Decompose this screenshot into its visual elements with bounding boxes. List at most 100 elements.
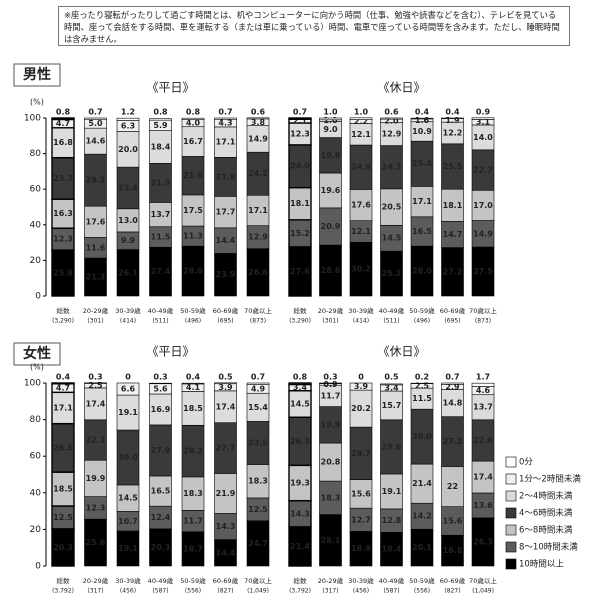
data-label: 18.4 <box>382 545 402 554</box>
data-label: 0.7 <box>218 108 232 117</box>
data-label: 2.5 <box>415 381 430 390</box>
data-label: 12.7 <box>351 515 371 524</box>
data-label: 0.6 <box>251 108 266 117</box>
x-tick-count: (317) <box>322 588 338 595</box>
data-label: 20.8 <box>321 458 341 467</box>
data-label: 26.3 <box>290 437 310 446</box>
y-tick-label: 80 <box>30 415 42 425</box>
data-label: 21.6 <box>183 171 203 180</box>
legend-swatch <box>505 456 517 468</box>
data-label: 28.2 <box>183 447 203 456</box>
data-label: 3.4 <box>293 383 308 392</box>
y-tick-label: 80 <box>30 149 42 159</box>
data-label: 17.6 <box>86 217 106 226</box>
data-label: 27.5 <box>473 267 493 276</box>
data-label: 18.1 <box>290 199 310 208</box>
data-label: 0.8 <box>186 108 201 117</box>
data-label: 12.8 <box>382 516 402 525</box>
data-label: 6.3 <box>121 121 135 130</box>
data-label: 1.6 <box>415 116 430 125</box>
data-label: 5.6 <box>153 384 168 393</box>
x-tick-label: 70歳以上 <box>469 306 497 315</box>
data-label: 21.9 <box>151 178 171 187</box>
data-label: 18.4 <box>151 143 171 152</box>
data-label: 2.9 <box>445 382 460 391</box>
bar-segment <box>410 117 434 120</box>
data-label: 0.3 <box>153 373 167 382</box>
data-label: 12.3 <box>86 503 106 512</box>
data-label: 17.5 <box>183 206 203 215</box>
data-label: 27.4 <box>151 267 171 276</box>
data-label: 5.9 <box>153 121 168 130</box>
x-tick-count: (456) <box>120 588 136 595</box>
data-label: 13.0 <box>118 216 138 225</box>
data-label: 4.7 <box>56 384 70 393</box>
bar-segment <box>349 117 373 120</box>
x-tick-count: (414) <box>353 318 369 325</box>
x-tick-count: (414) <box>120 318 136 325</box>
y-tick-label: 20 <box>30 256 42 266</box>
data-label: 0.4 <box>186 373 201 382</box>
data-label: 25.4 <box>412 159 432 168</box>
x-tick-count: (587) <box>383 588 399 595</box>
bar-segment <box>149 118 172 121</box>
x-tick-label: 60-69歳 <box>440 576 466 585</box>
data-label: 20.5 <box>382 203 402 212</box>
data-label: 0.5 <box>218 373 233 382</box>
data-label: 14.5 <box>118 494 138 503</box>
x-tick-label: 総数 <box>294 306 308 315</box>
legend-label: 2～4時間未満 <box>519 491 573 502</box>
x-tick-count: (3,290) <box>289 318 311 325</box>
x-tick-count: (301) <box>87 318 103 325</box>
data-label: 18.3 <box>183 489 203 498</box>
data-label: 19.1 <box>118 408 138 417</box>
bar-segment <box>471 117 495 120</box>
data-label: 18.5 <box>183 404 203 413</box>
data-label: 25.6 <box>86 538 106 547</box>
bar-segment <box>51 382 75 385</box>
legend-swatch <box>505 558 517 570</box>
data-label: 0.3 <box>323 373 337 382</box>
data-label: 12.9 <box>248 233 268 242</box>
data-label: 1.2 <box>121 108 135 117</box>
data-label: 16.9 <box>151 405 171 414</box>
data-label: 21.9 <box>216 172 236 181</box>
data-label: 14.0 <box>473 133 493 142</box>
bar-segment <box>471 382 495 387</box>
data-label: 12.3 <box>290 129 310 138</box>
data-label: 12.9 <box>382 130 402 139</box>
data-label: 1.0 <box>354 108 369 117</box>
panel-title: 男性 <box>23 66 51 83</box>
y-tick-label: 100 <box>24 379 41 389</box>
bar-segment <box>181 382 205 385</box>
x-tick-label: 50-59歳 <box>409 576 435 585</box>
data-label: 1.0 <box>323 108 338 117</box>
data-label: 17.1 <box>53 403 73 412</box>
x-tick-label: 総数 <box>57 576 71 585</box>
x-tick-label: 30-39歳 <box>348 306 374 315</box>
bar-segment <box>181 117 205 120</box>
bar-segment <box>214 382 237 385</box>
y-axis-label: (%) <box>30 98 44 107</box>
data-label: 4.3 <box>218 119 232 128</box>
data-label: 23.5 <box>248 438 268 447</box>
data-label: 0 <box>358 373 364 382</box>
data-label: 15.7 <box>382 401 402 410</box>
data-label: 19.9 <box>321 420 341 429</box>
data-label: 12.1 <box>351 130 371 139</box>
data-label: 26.6 <box>248 268 268 277</box>
data-label: 18.9 <box>351 544 371 553</box>
data-label: 3.8 <box>251 118 266 127</box>
data-label: 30.2 <box>351 265 371 274</box>
data-label: 14.5 <box>382 234 402 243</box>
y-tick-label: 40 <box>30 488 42 498</box>
data-label: 2.5 <box>88 381 103 390</box>
bar-segment <box>288 382 312 386</box>
bar-segment <box>149 382 172 385</box>
x-tick-label: 40-49歳 <box>379 576 405 585</box>
data-label: 23.4 <box>118 183 138 192</box>
data-label: 0 <box>125 373 131 382</box>
data-label: 14.7 <box>443 230 463 239</box>
x-tick-count: (873) <box>475 318 491 325</box>
